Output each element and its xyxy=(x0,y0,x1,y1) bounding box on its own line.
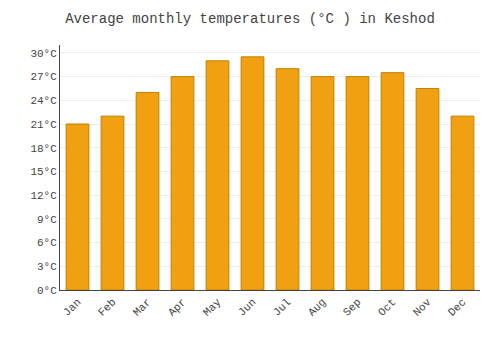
svg-text:Aug: Aug xyxy=(306,296,328,318)
svg-text:Average monthly temperatures (: Average monthly temperatures (°C ) in Ke… xyxy=(65,11,435,27)
svg-text:9°C: 9°C xyxy=(37,214,57,226)
svg-text:6°C: 6°C xyxy=(37,237,57,249)
svg-text:May: May xyxy=(201,296,224,319)
svg-text:Nov: Nov xyxy=(411,296,434,319)
svg-text:0°C: 0°C xyxy=(37,285,57,297)
svg-text:18°C: 18°C xyxy=(30,143,57,155)
svg-text:Oct: Oct xyxy=(376,296,398,318)
svg-text:21°C: 21°C xyxy=(30,119,57,131)
svg-text:12°C: 12°C xyxy=(30,190,57,202)
svg-text:24°C: 24°C xyxy=(30,95,57,107)
svg-text:Jun: Jun xyxy=(236,296,258,318)
svg-text:Feb: Feb xyxy=(96,296,118,318)
svg-text:Mar: Mar xyxy=(131,296,153,318)
svg-text:27°C: 27°C xyxy=(30,71,57,83)
svg-text:3°C: 3°C xyxy=(37,261,57,273)
svg-text:Jan: Jan xyxy=(61,296,83,318)
svg-text:15°C: 15°C xyxy=(30,166,57,178)
svg-text:Sep: Sep xyxy=(341,296,363,318)
svg-text:Apr: Apr xyxy=(166,296,188,318)
svg-text:Jul: Jul xyxy=(271,296,293,318)
svg-text:30°C: 30°C xyxy=(30,48,57,60)
svg-text:Dec: Dec xyxy=(446,296,468,318)
